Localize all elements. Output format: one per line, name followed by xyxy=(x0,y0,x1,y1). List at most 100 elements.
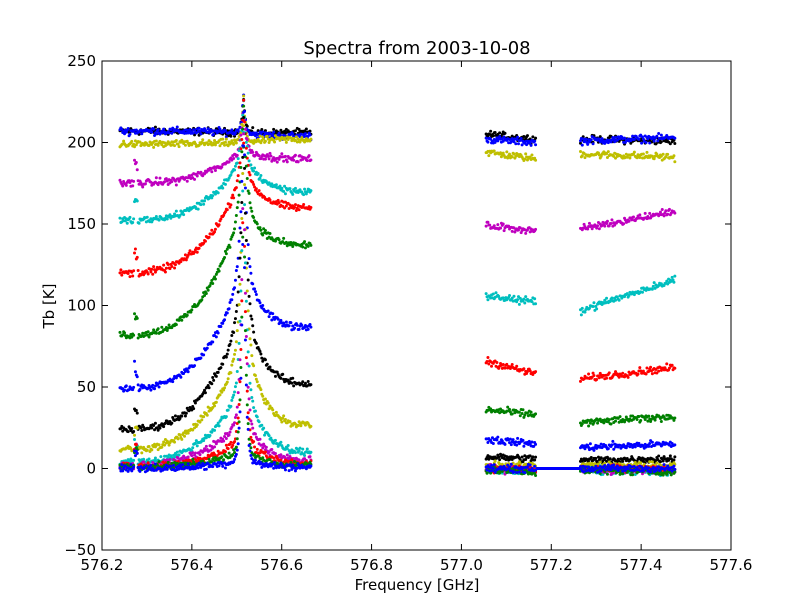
data-point xyxy=(487,457,491,461)
data-point xyxy=(496,139,500,143)
data-point xyxy=(266,309,270,313)
data-point xyxy=(135,426,139,430)
data-point xyxy=(130,139,134,143)
data-point xyxy=(197,246,201,250)
data-point xyxy=(163,270,167,274)
data-point xyxy=(252,169,256,173)
data-point xyxy=(578,141,582,145)
data-point xyxy=(157,460,161,464)
data-point xyxy=(525,411,529,415)
data-point xyxy=(661,459,665,463)
data-point xyxy=(174,183,178,187)
data-point xyxy=(253,287,257,291)
data-point xyxy=(512,152,516,156)
data-point xyxy=(657,454,661,458)
data-point xyxy=(226,377,230,381)
data-point xyxy=(217,223,221,227)
data-point xyxy=(227,433,231,437)
data-point xyxy=(271,312,275,316)
data-point xyxy=(249,314,253,318)
data-point xyxy=(658,460,662,464)
data-point xyxy=(221,321,225,325)
data-point xyxy=(274,183,278,187)
data-point xyxy=(510,155,514,159)
data-point xyxy=(179,375,183,379)
data-point xyxy=(239,147,243,151)
data-point xyxy=(154,331,158,335)
data-point xyxy=(171,380,175,384)
data-point xyxy=(309,325,313,329)
data-point xyxy=(649,417,653,421)
data-point xyxy=(244,164,248,168)
data-point xyxy=(133,359,137,363)
data-point xyxy=(242,98,246,102)
data-point xyxy=(207,386,211,390)
data-point xyxy=(639,369,643,373)
data-point xyxy=(622,222,626,226)
data-point xyxy=(673,141,677,145)
data-point xyxy=(165,217,169,221)
data-point xyxy=(306,327,310,331)
data-point xyxy=(664,209,668,213)
data-point xyxy=(242,104,246,108)
data-point xyxy=(518,462,522,466)
data-point xyxy=(235,265,239,269)
data-point xyxy=(268,198,272,202)
data-point xyxy=(128,132,132,136)
data-point xyxy=(658,210,662,214)
data-point xyxy=(515,364,519,368)
data-point xyxy=(153,125,157,129)
data-point xyxy=(203,199,207,203)
data-point xyxy=(510,363,514,366)
data-point xyxy=(213,428,217,432)
data-point xyxy=(170,265,174,269)
data-point xyxy=(266,401,270,405)
data-point xyxy=(230,425,234,429)
data-point xyxy=(579,313,583,317)
data-point xyxy=(661,152,665,156)
data-point xyxy=(308,455,312,459)
data-point xyxy=(533,297,537,301)
data-point xyxy=(670,275,674,279)
data-point xyxy=(230,398,234,402)
data-point xyxy=(511,438,515,442)
data-point xyxy=(149,388,153,392)
data-point xyxy=(222,458,226,462)
data-point xyxy=(302,203,306,206)
data-point xyxy=(193,177,197,181)
data-point xyxy=(222,213,226,217)
data-point xyxy=(234,269,238,273)
data-point xyxy=(289,321,293,325)
data-point xyxy=(243,261,247,265)
data-point xyxy=(637,137,641,141)
data-point xyxy=(247,257,251,261)
data-point xyxy=(237,275,241,279)
data-point xyxy=(216,421,220,425)
data-point xyxy=(259,173,263,177)
data-point xyxy=(531,135,535,139)
data-point xyxy=(309,205,313,209)
data-point xyxy=(614,370,618,374)
data-point xyxy=(158,176,162,180)
data-point xyxy=(534,143,538,147)
data-point xyxy=(528,141,532,145)
data-point xyxy=(301,245,305,249)
data-point xyxy=(580,143,584,147)
data-point xyxy=(213,227,217,231)
data-point xyxy=(238,161,242,165)
data-point xyxy=(221,186,225,190)
data-point xyxy=(533,139,537,143)
data-point xyxy=(605,219,609,223)
data-point xyxy=(249,419,253,423)
data-point xyxy=(143,334,147,338)
data-point xyxy=(199,170,203,174)
data-point xyxy=(493,459,497,463)
data-point xyxy=(609,221,613,225)
data-point xyxy=(204,291,208,295)
data-point xyxy=(627,370,631,374)
data-point xyxy=(178,416,182,420)
data-point xyxy=(228,245,232,249)
data-point xyxy=(499,441,503,445)
data-point xyxy=(232,231,236,235)
data-point xyxy=(282,159,286,163)
